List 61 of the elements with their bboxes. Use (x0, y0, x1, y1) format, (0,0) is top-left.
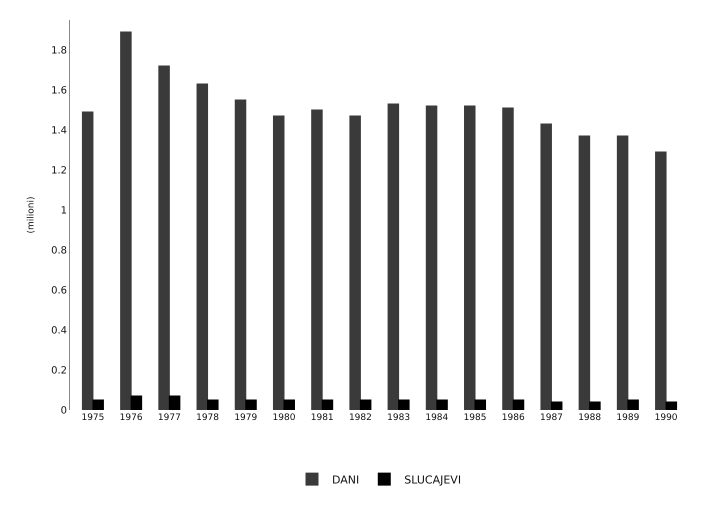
bar (82, 112, 94, 410)
bar (207, 400, 219, 410)
bar (540, 124, 552, 410)
bar (464, 106, 476, 410)
x-tick-label: 1976 (120, 413, 143, 423)
bar (627, 400, 639, 410)
y-tick-label: 1.4 (51, 126, 67, 136)
x-tick-label: 1985 (464, 413, 486, 423)
x-tick-label: 1978 (196, 413, 220, 423)
bar (388, 104, 400, 410)
x-tick-label: 1979 (234, 413, 258, 423)
x-tick-label: 1987 (540, 413, 563, 423)
y-tick-label: 0.2 (51, 366, 67, 376)
x-tick-label: 1975 (81, 413, 104, 423)
bar (92, 400, 104, 410)
x-tick-label: 1988 (578, 413, 602, 423)
x-tick-label: 1981 (310, 413, 334, 423)
bar (589, 402, 601, 410)
bar (234, 100, 246, 410)
bar (245, 400, 257, 410)
y-tick-label: 0.6 (51, 286, 67, 296)
bar (578, 136, 590, 410)
y-tick-label: 1.8 (51, 46, 67, 56)
x-tick-label: 1977 (158, 413, 181, 423)
legend-label: SLUCAJEVI (404, 473, 462, 486)
bar (398, 400, 410, 410)
y-tick-label: 0.4 (51, 326, 67, 336)
y-tick-label: 0 (60, 406, 67, 416)
y-axis-title: (milioni) (26, 196, 36, 234)
bar (272, 116, 284, 410)
bar (168, 396, 180, 410)
bar (196, 84, 208, 410)
x-tick-label: 1984 (425, 413, 449, 423)
bar (550, 402, 562, 410)
x-tick-label: 1989 (616, 413, 640, 423)
x-tick-label: 1983 (387, 413, 410, 423)
x-tick-label: 1982 (348, 413, 372, 423)
y-tick-label: 1.2 (51, 166, 67, 176)
bar (655, 152, 667, 410)
y-tick-label: 0.8 (51, 246, 67, 256)
x-tick-label: 1986 (502, 413, 525, 423)
bar (158, 66, 170, 410)
bar (349, 116, 361, 410)
x-tick-label: 1980 (272, 413, 296, 423)
bar (360, 400, 372, 410)
bar (426, 106, 438, 410)
bar (130, 396, 142, 410)
bar (311, 110, 323, 410)
bar (666, 402, 678, 410)
y-tick-label: 1 (60, 206, 67, 216)
bar (512, 400, 524, 410)
bar (283, 400, 295, 410)
x-tick-label: 1990 (654, 413, 678, 423)
y-tick-label: 1.6 (51, 86, 67, 96)
bar (474, 400, 486, 410)
bar (616, 136, 628, 410)
bar (502, 108, 514, 410)
bar (322, 400, 334, 410)
bar (436, 400, 448, 410)
bar (120, 32, 132, 410)
legend-label: DANI (332, 473, 360, 486)
